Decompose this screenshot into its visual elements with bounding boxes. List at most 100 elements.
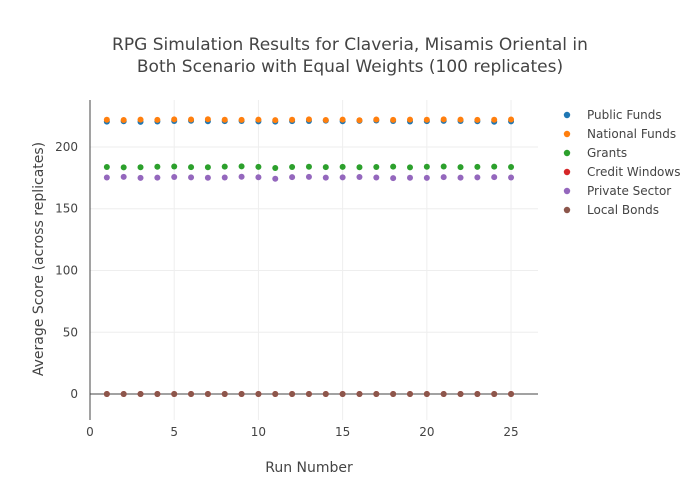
x-axis-title: Run Number bbox=[265, 460, 353, 476]
legend-label: Private Sector bbox=[587, 184, 671, 198]
data-point bbox=[339, 391, 346, 398]
y-tick-label: 100 bbox=[55, 264, 78, 278]
data-point bbox=[390, 175, 397, 182]
data-point bbox=[407, 164, 413, 171]
y-tick-label: 150 bbox=[55, 202, 78, 216]
legend-label: National Funds bbox=[587, 127, 676, 141]
data-point bbox=[171, 173, 178, 180]
series-grants bbox=[103, 163, 515, 171]
data-point bbox=[103, 116, 110, 123]
data-point bbox=[423, 116, 430, 123]
data-point bbox=[322, 164, 329, 171]
data-point bbox=[305, 163, 312, 170]
x-tick-label: 10 bbox=[251, 425, 266, 439]
data-point bbox=[255, 174, 262, 181]
data-point bbox=[171, 391, 178, 398]
data-point bbox=[188, 116, 195, 123]
x-tick-label: 20 bbox=[419, 425, 434, 439]
legend-item-national-funds[interactable]: National Funds bbox=[563, 127, 676, 141]
data-point bbox=[171, 116, 178, 123]
data-point bbox=[508, 391, 515, 398]
data-point bbox=[255, 391, 262, 398]
data-point bbox=[373, 174, 380, 181]
data-point bbox=[238, 163, 245, 170]
data-point bbox=[103, 174, 110, 181]
legend-item-grants[interactable]: Grants bbox=[563, 146, 627, 160]
data-point bbox=[423, 174, 430, 181]
legend-marker bbox=[563, 168, 571, 176]
data-point bbox=[491, 163, 498, 170]
data-point bbox=[491, 116, 498, 123]
series-national-funds bbox=[103, 116, 515, 124]
tick-labels: 0 5 10 15 20 25 0 50 100 150 200 bbox=[55, 140, 519, 439]
legend-item-local-bonds[interactable]: Local Bonds bbox=[563, 203, 659, 217]
data-point bbox=[238, 173, 245, 180]
legend-marker bbox=[563, 130, 571, 138]
data-point bbox=[356, 173, 363, 180]
data-point bbox=[120, 164, 127, 171]
data-point bbox=[322, 117, 329, 124]
data-point bbox=[423, 163, 430, 170]
legend-marker bbox=[563, 206, 571, 214]
data-point bbox=[238, 391, 245, 398]
data-point bbox=[339, 116, 346, 123]
data-point bbox=[305, 391, 312, 398]
data-point bbox=[491, 391, 498, 398]
legend-item-private-sector[interactable]: Private Sector bbox=[563, 184, 671, 198]
data-point bbox=[390, 391, 397, 398]
chart-title-line-2: Both Scenario with Equal Weights (100 re… bbox=[137, 57, 563, 77]
data-point bbox=[440, 174, 447, 181]
x-tick-label: 0 bbox=[86, 425, 94, 439]
data-point bbox=[221, 163, 228, 170]
data-point bbox=[457, 391, 464, 398]
data-point bbox=[407, 116, 413, 123]
data-point bbox=[474, 163, 481, 170]
data-point bbox=[137, 116, 144, 123]
data-point bbox=[221, 116, 228, 123]
data-point bbox=[272, 117, 279, 124]
y-tick-label: 0 bbox=[70, 387, 78, 401]
x-tick-label: 25 bbox=[503, 425, 518, 439]
axes bbox=[89, 100, 538, 420]
data-point bbox=[423, 391, 430, 398]
data-point bbox=[474, 174, 481, 181]
legend-marker bbox=[563, 149, 571, 157]
data-point bbox=[440, 391, 447, 398]
data-point bbox=[137, 391, 144, 398]
data-point bbox=[289, 391, 296, 398]
data-point bbox=[154, 174, 161, 181]
y-axis-title: Average Score (across replicates) bbox=[31, 142, 47, 376]
gridlines bbox=[90, 100, 538, 420]
data-point bbox=[390, 163, 397, 170]
data-point bbox=[457, 164, 464, 171]
legend-label: Credit Windows bbox=[587, 165, 680, 179]
x-tick-label: 5 bbox=[170, 425, 178, 439]
data-point bbox=[120, 391, 127, 398]
data-point bbox=[289, 174, 296, 181]
legend[interactable]: Public Funds National Funds Grants Credit W… bbox=[563, 108, 681, 217]
data-point bbox=[188, 164, 195, 171]
data-point bbox=[154, 116, 161, 123]
data-point bbox=[188, 391, 195, 398]
legend-label: Local Bonds bbox=[587, 203, 659, 217]
series-local-bonds bbox=[103, 391, 515, 398]
data-point bbox=[120, 117, 127, 124]
data-point bbox=[356, 164, 363, 171]
data-points bbox=[103, 116, 515, 398]
legend-item-public-funds[interactable]: Public Funds bbox=[563, 108, 662, 122]
data-point bbox=[103, 163, 110, 170]
x-tick-label: 15 bbox=[335, 425, 350, 439]
data-point bbox=[474, 116, 481, 123]
data-point bbox=[390, 116, 397, 123]
data-point bbox=[373, 116, 380, 123]
legend-item-credit-windows[interactable]: Credit Windows bbox=[563, 165, 681, 179]
data-point bbox=[373, 163, 380, 170]
data-point bbox=[508, 174, 515, 181]
data-point bbox=[204, 391, 211, 398]
data-point bbox=[322, 174, 329, 181]
series-private-sector bbox=[103, 173, 515, 182]
data-point bbox=[120, 173, 127, 180]
data-point bbox=[407, 174, 413, 181]
legend-marker bbox=[563, 187, 571, 195]
data-point bbox=[305, 173, 312, 180]
